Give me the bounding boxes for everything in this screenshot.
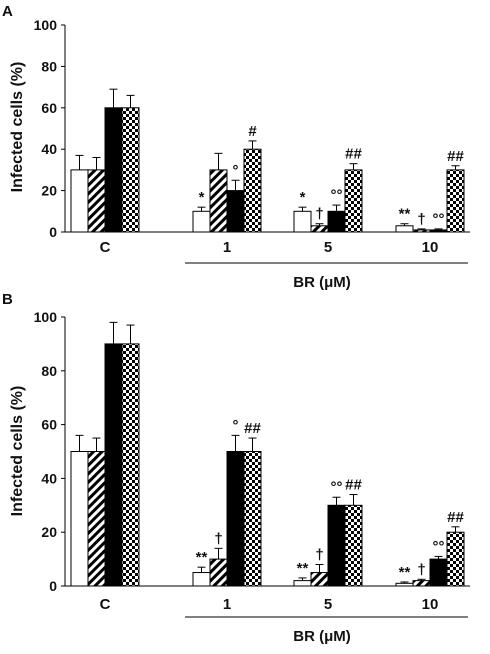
panel-a-significance-mark: ° [233, 162, 239, 179]
panel-b-y-tick-label: 60 [41, 417, 57, 433]
panel-b-bar [121, 343, 140, 587]
panel-a-y-tick-label: 60 [41, 100, 57, 116]
panel-a-significance-mark: ** [399, 206, 411, 223]
panel-b-significance-mark: °° [331, 479, 343, 496]
panel-a-x-category-label: C [100, 239, 111, 256]
panel-b-significance-mark: ## [244, 420, 261, 437]
panel-a-letter: A [2, 3, 13, 20]
panel-b-y-tick-label: 100 [34, 309, 58, 325]
panel-b-bar [412, 580, 431, 587]
panel-a-bar [327, 210, 346, 233]
panel-a-bar [395, 225, 414, 233]
panel-a-x-category-label: 5 [324, 239, 332, 256]
panel-b-x-category-label: 1 [223, 596, 231, 613]
panel-a-bar [293, 210, 312, 233]
panel-b-bar [243, 451, 262, 587]
panel-a-bar [344, 169, 363, 233]
panel-a-y-tick-label: 100 [34, 17, 58, 33]
panel-a-bar [209, 169, 228, 233]
panel-a-bar [104, 107, 123, 233]
panel-b-y-tick-label: 40 [41, 470, 57, 486]
panel-b-group-label: BR (μM) [293, 628, 351, 645]
panel-a-bar [70, 169, 89, 233]
panel-a-significance-mark: † [315, 206, 323, 223]
panel-a-bar [121, 107, 140, 233]
panel-b-bar [87, 451, 106, 587]
panel-b-significance-mark: † [315, 546, 323, 563]
panel-b-letter: B [2, 291, 13, 308]
panel-a-bar [310, 225, 329, 233]
panel-b-significance-mark: ## [447, 509, 464, 526]
panel-a-bar [192, 210, 211, 233]
panel-b-bar [192, 572, 211, 587]
panel-b-bar [344, 504, 363, 587]
panel-b-bar [293, 580, 312, 587]
panel-a-significance-mark: °° [433, 211, 445, 228]
panel-a-chart: A Infected cells (%) BR (μM) 0 20 40 60 80 10… [2, 3, 470, 291]
panel-a-bar [226, 190, 245, 233]
panel-a-significance-mark: ## [345, 146, 362, 163]
panel-a-x-category-label: 10 [422, 239, 439, 256]
panel-b-y-axis-label: Infected cells (%) [9, 386, 26, 517]
panel-b-significance-mark: † [417, 561, 425, 578]
panel-b-y-tick-label: 0 [49, 578, 57, 594]
panel-b-x-category-label: 10 [422, 596, 439, 613]
panel-a-significance-mark: * [199, 189, 205, 206]
panel-b-bar [446, 531, 465, 587]
panel-b-bar [209, 558, 228, 587]
panel-a-bar [87, 169, 106, 233]
panel-a-significance-mark: °° [331, 187, 343, 204]
panel-b-x-category-label: C [100, 596, 111, 613]
panel-b-significance-mark: ## [345, 477, 362, 494]
panel-b-significance-mark: °° [433, 538, 445, 555]
panel-a-x-category-label: 1 [223, 239, 231, 256]
panel-b-bar [310, 572, 329, 587]
panel-b-bar [70, 451, 89, 587]
panel-b-significance-mark: † [214, 530, 222, 547]
panel-a-y-tick-label: 40 [41, 141, 57, 157]
panel-b-bar [395, 582, 414, 587]
panel-b-bar [429, 558, 448, 587]
panel-a-bar [412, 229, 431, 233]
panel-a-y-axis-label: Infected cells (%) [9, 62, 26, 193]
panel-a-bar [243, 148, 262, 233]
panel-a-significance-mark: † [417, 211, 425, 228]
panel-b-bar [104, 343, 123, 587]
panel-b-chart: B Infected cells (%) BR (μM) 0 20 40 60 80 10… [2, 291, 470, 645]
panel-a-significance-mark: * [300, 189, 306, 206]
panel-b-significance-mark: ** [196, 549, 208, 566]
panel-a-bar [429, 229, 448, 233]
panel-a-bar [446, 169, 465, 233]
panel-a-significance-mark: ## [447, 148, 464, 165]
panel-a-y-tick-label: 0 [49, 224, 57, 240]
panel-b-bar [226, 451, 245, 587]
panel-a-y-tick-label: 80 [41, 58, 57, 74]
panel-b-bar [327, 504, 346, 587]
panel-a-group-label: BR (μM) [293, 274, 351, 291]
panel-b-y-tick-label: 20 [41, 524, 57, 540]
panel-b-significance-mark: ° [233, 417, 239, 434]
panel-b-x-category-label: 5 [324, 596, 332, 613]
panel-a-y-tick-label: 20 [41, 183, 57, 199]
panel-a-significance-mark: # [248, 123, 257, 140]
panel-b-significance-mark: ** [297, 560, 309, 577]
panel-b-y-tick-label: 80 [41, 363, 57, 379]
panel-b-significance-mark: ** [399, 564, 411, 581]
